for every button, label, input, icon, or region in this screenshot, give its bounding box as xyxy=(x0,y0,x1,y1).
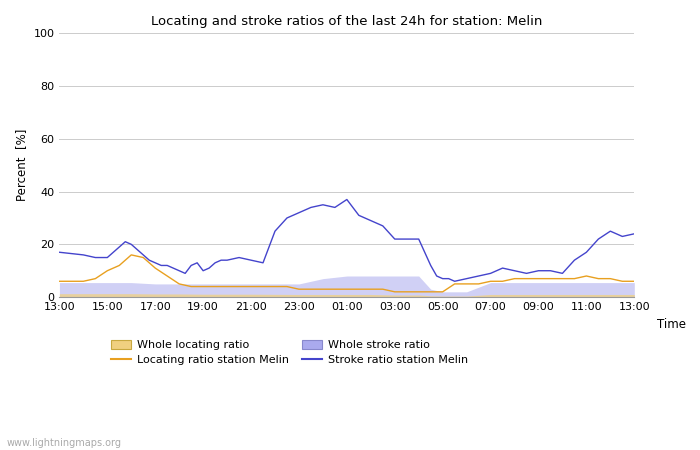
Legend: Whole locating ratio, Locating ratio station Melin, Whole stroke ratio, Stroke r: Whole locating ratio, Locating ratio sta… xyxy=(111,340,468,365)
Stroke ratio station Melin xyxy=(343,197,351,202)
Locating ratio station Melin xyxy=(391,289,399,295)
Stroke ratio station Melin xyxy=(414,236,423,242)
Text: www.lightningmaps.org: www.lightningmaps.org xyxy=(7,438,122,448)
Stroke ratio station Melin xyxy=(489,270,498,275)
Locating ratio station Melin xyxy=(268,284,277,289)
Title: Locating and stroke ratios of the last 24h for station: Melin: Locating and stroke ratios of the last 2… xyxy=(151,15,542,28)
Locating ratio station Melin xyxy=(127,252,136,257)
Line: Locating ratio station Melin: Locating ratio station Melin xyxy=(60,255,634,292)
Locating ratio station Melin xyxy=(289,285,298,291)
Locating ratio station Melin xyxy=(417,289,426,295)
Text: Time: Time xyxy=(657,318,686,331)
Stroke ratio station Melin xyxy=(286,214,294,219)
Locating ratio station Melin xyxy=(492,279,500,284)
Stroke ratio station Melin xyxy=(450,279,459,284)
Stroke ratio station Melin xyxy=(492,268,500,274)
Y-axis label: Percent  [%]: Percent [%] xyxy=(15,129,28,202)
Line: Stroke ratio station Melin: Stroke ratio station Melin xyxy=(60,199,634,281)
Stroke ratio station Melin xyxy=(265,244,273,250)
Locating ratio station Melin xyxy=(630,279,638,284)
Stroke ratio station Melin xyxy=(190,261,198,267)
Stroke ratio station Melin xyxy=(55,250,64,255)
Locating ratio station Melin xyxy=(193,284,202,289)
Locating ratio station Melin xyxy=(55,279,64,284)
Locating ratio station Melin xyxy=(489,279,498,284)
Stroke ratio station Melin xyxy=(630,231,638,237)
